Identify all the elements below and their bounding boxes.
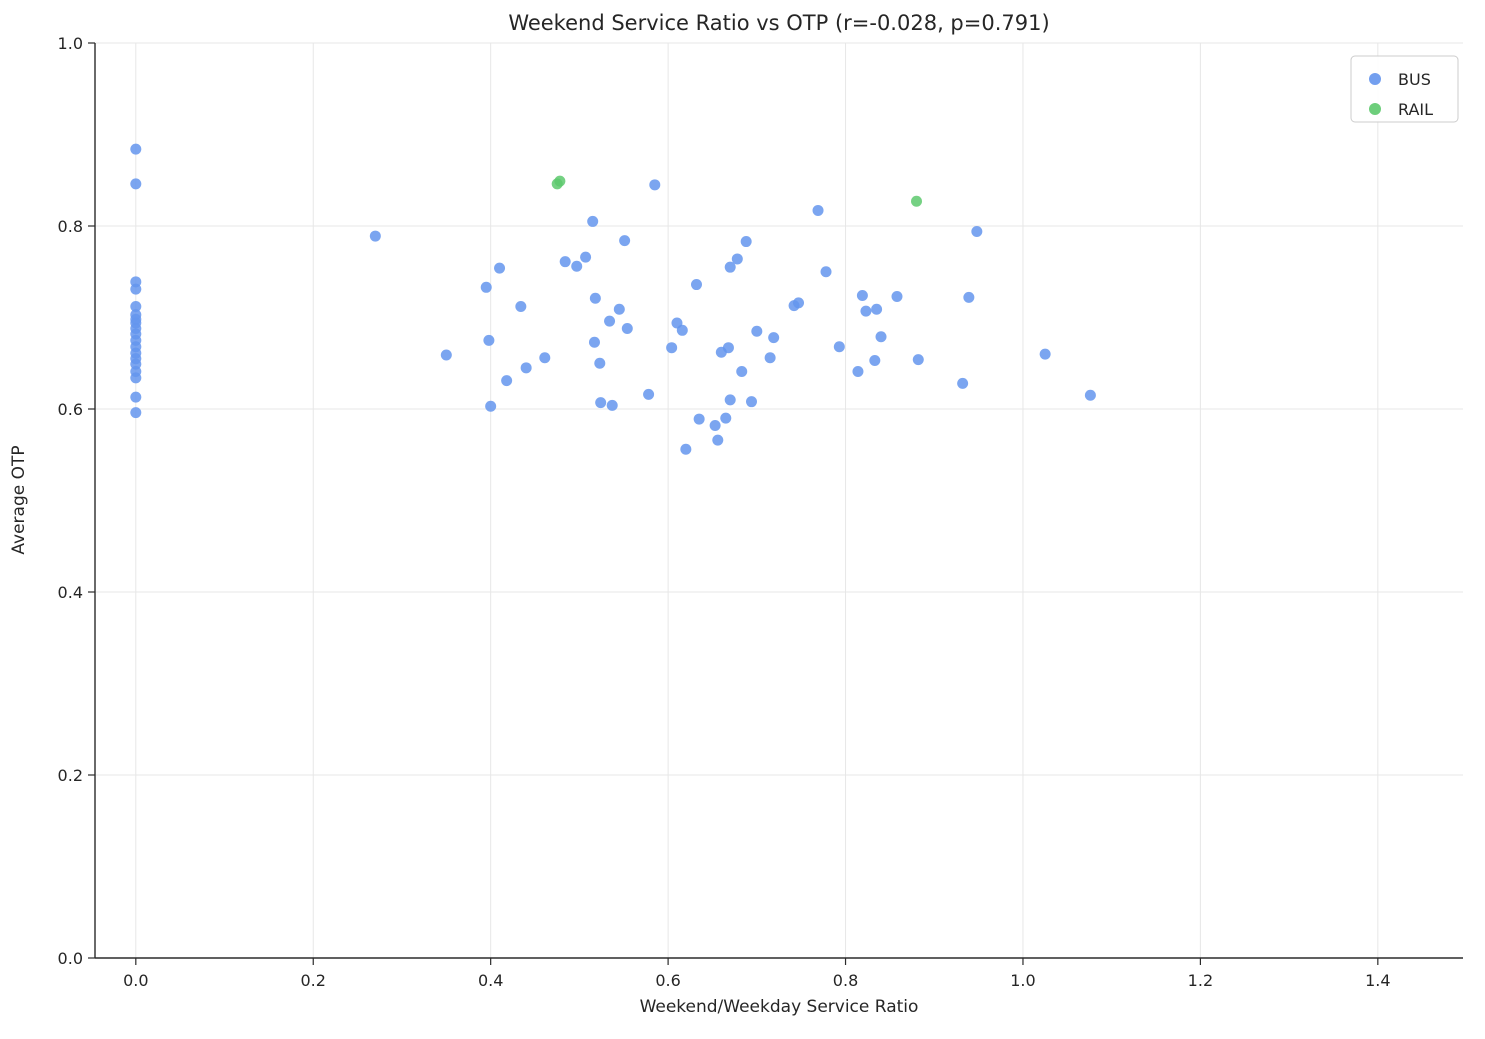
gridlines [95,42,1463,959]
data-point-bus [494,262,506,274]
data-point-bus [501,375,513,387]
data-point-bus [676,324,688,336]
data-point-bus [130,178,142,190]
legend-label-rail[interactable]: RAIL [1398,100,1433,119]
data-point-bus [643,388,655,400]
data-point-bus [130,283,142,295]
data-point-bus [594,357,606,369]
data-point-bus [649,179,661,191]
x-tick-label: 0.6 [655,971,680,990]
data-point-bus [793,297,805,309]
data-point-bus [833,341,845,353]
legend-label-bus[interactable]: BUS [1398,70,1431,89]
data-point-bus [595,397,607,409]
data-point-bus [856,290,868,302]
data-points [130,143,1096,455]
data-point-bus [571,260,583,272]
data-point-bus [912,354,924,366]
x-tick-label: 0.8 [833,971,858,990]
data-point-bus [539,352,551,364]
data-point-rail [911,195,923,207]
data-point-bus [680,443,692,455]
data-point-bus [666,342,678,354]
data-point-bus [588,336,600,348]
data-point-bus [871,303,883,315]
data-point-bus [130,372,142,384]
x-tick-label: 0.4 [478,971,503,990]
data-point-bus [690,279,702,291]
x-tick-label: 1.2 [1188,971,1213,990]
data-point-bus [820,266,832,278]
data-point-bus [606,399,618,411]
data-point-bus [720,412,732,424]
legend-marker-bus [1369,73,1381,85]
x-tick-label: 1.0 [1010,971,1035,990]
data-point-bus [604,315,616,327]
y-tick-label: 0.2 [58,766,83,785]
data-point-bus [722,342,734,354]
data-point-bus [619,235,631,247]
data-point-bus [751,325,763,337]
data-point-bus [724,394,736,406]
legend-marker-rail [1369,103,1381,115]
data-point-bus [485,400,497,412]
data-point-bus [480,281,492,293]
data-point-bus [580,251,592,263]
data-point-bus [724,261,736,273]
data-point-bus [869,355,881,367]
y-tick-label: 0.0 [58,949,83,968]
data-point-bus [740,236,752,248]
data-point-bus [712,434,724,446]
y-axis-label: Average OTP [9,445,29,554]
data-point-bus [875,331,887,343]
data-point-bus [520,362,532,374]
x-axis-label: Weekend/Weekday Service Ratio [640,997,919,1017]
data-point-bus [745,396,757,408]
data-point-bus [587,215,599,227]
data-point-bus [852,365,864,377]
legend: BUS RAIL [1350,55,1459,123]
data-point-bus [693,413,705,425]
x-tick-label: 0.2 [301,971,326,990]
data-point-bus [709,419,721,431]
data-point-bus [130,301,142,313]
data-point-bus [768,332,780,344]
data-point-bus [515,301,527,313]
data-point-bus [971,225,983,237]
data-point-bus [130,143,142,155]
y-tick-labels: 0.0 0.2 0.4 0.6 0.8 1.0 [58,34,83,968]
x-tick-label: 0.0 [123,971,148,990]
data-point-bus [860,305,872,317]
data-point-bus [621,322,633,334]
data-point-bus [963,291,975,303]
y-tick-label: 0.4 [58,583,83,602]
chart-title: Weekend Service Ratio vs OTP (r=-0.028, … [508,11,1049,35]
data-point-bus [369,230,381,242]
data-point-bus [1039,348,1051,360]
data-point-bus [613,303,625,315]
data-point-rail [554,175,566,187]
data-point-bus [1084,389,1096,401]
data-point-bus [736,365,748,377]
axes-spines [94,43,1463,959]
data-point-bus [891,290,903,302]
tick-marks [88,42,1379,965]
x-tick-label: 1.4 [1365,971,1390,990]
data-point-bus [440,349,452,361]
data-point-bus [731,253,743,265]
data-point-bus [559,256,571,268]
y-tick-label: 0.8 [58,217,83,236]
data-point-bus [483,334,495,346]
y-tick-label: 1.0 [58,34,83,53]
y-tick-label: 0.6 [58,400,83,419]
data-point-bus [957,377,969,389]
data-point-bus [589,292,601,304]
data-point-bus [130,391,142,403]
data-point-bus [130,407,142,419]
data-point-bus [764,352,776,364]
x-tick-labels: 0.0 0.2 0.4 0.6 0.8 1.0 1.2 1.4 [123,971,1390,990]
data-point-bus [812,204,824,216]
